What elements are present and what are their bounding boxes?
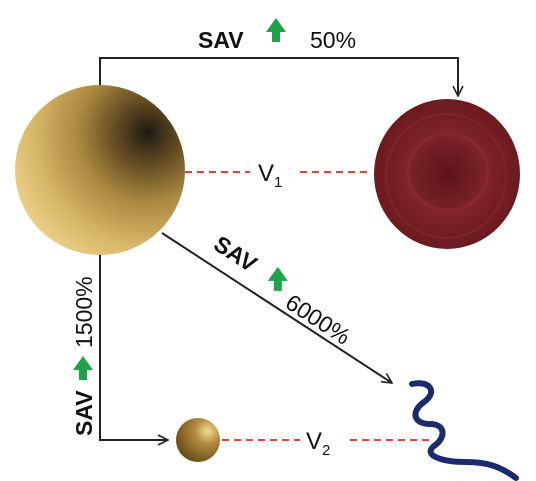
top-sav-label: SAV bbox=[198, 27, 244, 53]
up-arrow-icon bbox=[266, 18, 286, 42]
connector-sphere-to-small-sphere bbox=[99, 255, 168, 440]
diag-sav-label: SAV bbox=[209, 230, 262, 277]
up-arrow-icon bbox=[73, 356, 93, 380]
connector-sphere-to-rbc bbox=[99, 57, 458, 98]
connector-sphere-to-filament bbox=[161, 232, 392, 383]
v2-label: V2 bbox=[306, 428, 330, 459]
up-arrow-icon bbox=[267, 266, 288, 291]
small-sphere bbox=[176, 418, 220, 462]
diag-percent-label: 6000% bbox=[281, 289, 355, 350]
left-label: SAV 1500% bbox=[71, 276, 97, 436]
v1-label: V1 bbox=[258, 160, 282, 191]
left-sav-label: SAV bbox=[71, 390, 97, 436]
left-percent-label: 1500% bbox=[71, 276, 97, 348]
top-percent-label: 50% bbox=[310, 27, 356, 53]
diagonal-label: SAV 6000% bbox=[209, 230, 355, 350]
filament bbox=[409, 380, 519, 481]
red-blood-cell bbox=[374, 99, 520, 249]
large-sphere bbox=[15, 85, 185, 255]
